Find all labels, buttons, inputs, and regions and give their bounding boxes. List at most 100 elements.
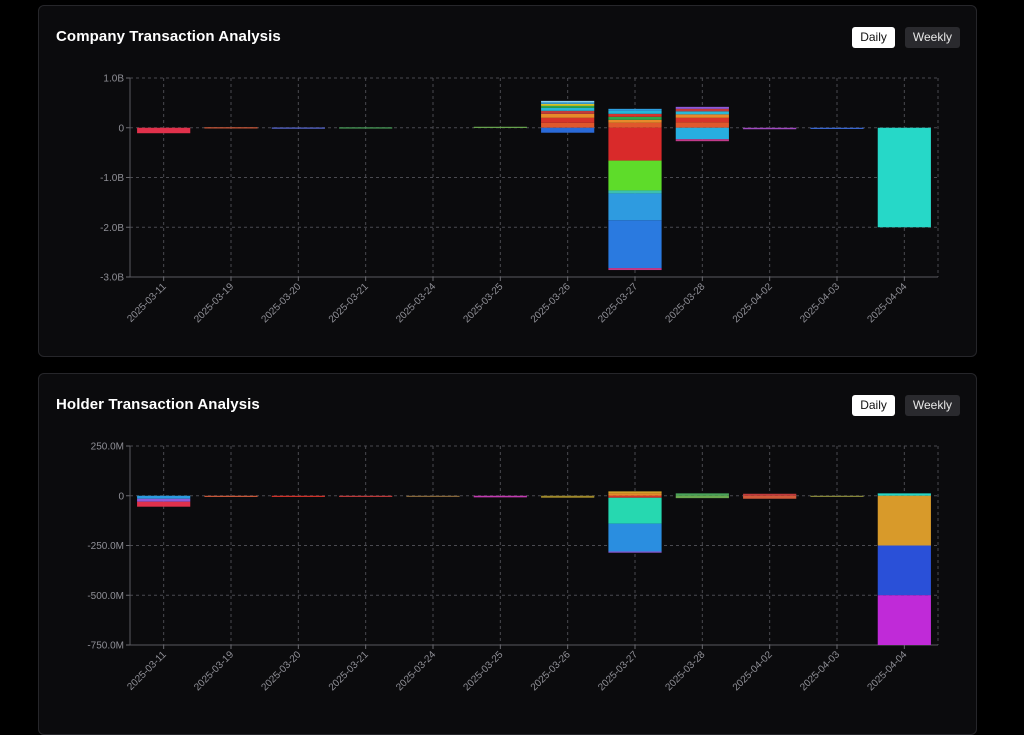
company-bar-2025-03-28-seg-2[interactable] (675, 114, 729, 118)
holder-bar-2025-03-27-seg-1[interactable] (608, 491, 662, 494)
holder-bar-2025-03-11-seg-0[interactable] (137, 495, 191, 499)
company-daily-button[interactable]: Daily (852, 27, 895, 48)
holder-bar-2025-04-02-seg-1[interactable] (743, 495, 797, 499)
company-bar-2025-04-04-seg-0[interactable] (877, 127, 931, 228)
company-bar-2025-03-21-seg-0[interactable] (339, 127, 393, 129)
company-bar-2025-03-27-seg-2[interactable] (608, 116, 662, 120)
holder-ytick-label: -250.0M (87, 541, 124, 552)
holder-bar-2025-03-21-seg-0[interactable] (339, 495, 393, 497)
holder-bar-2025-03-11-seg-1[interactable] (137, 498, 191, 502)
holder-ytick-label: -750.0M (87, 641, 124, 652)
company-xtick-label: 2025-04-04 (866, 281, 910, 325)
company-xtick-label: 2025-04-02 (731, 281, 775, 325)
company-bar-2025-03-27-seg-9[interactable] (608, 193, 662, 221)
holder-bar-2025-03-25-seg-0[interactable] (473, 495, 527, 498)
company-bars (137, 100, 931, 271)
holder-bar-2025-03-20-seg-0[interactable] (271, 495, 325, 497)
company-bar-2025-03-28-seg-7[interactable] (675, 139, 729, 142)
company-ytick-label: -1.0B (100, 173, 124, 184)
company-xtick-label: 2025-03-27 (596, 281, 640, 325)
company-bar-2025-03-26-seg-2[interactable] (541, 113, 595, 118)
holder-bar-2025-04-04-seg-2[interactable] (877, 545, 931, 596)
holder-bar-2025-03-26-seg-0[interactable] (541, 495, 595, 498)
company-bar-2025-04-03-seg-0[interactable] (810, 127, 864, 129)
holder-weekly-button[interactable]: Weekly (904, 395, 960, 416)
company-grid (126, 77, 939, 281)
company-xtick-label: 2025-04-03 (798, 281, 842, 325)
holder-chart-title: Holder Transaction Analysis (56, 396, 260, 413)
company-bar-2025-03-28-seg-1[interactable] (675, 117, 729, 123)
holder-xtick-label: 2025-03-11 (125, 649, 169, 693)
holder-ytick-label: -500.0M (87, 591, 124, 602)
company-bar-2025-03-27-seg-6[interactable] (608, 127, 662, 161)
company-bar-2025-03-19-seg-0[interactable] (204, 127, 258, 129)
company-bar-2025-03-28-seg-3[interactable] (675, 111, 729, 115)
company-bar-2025-03-27-seg-4[interactable] (608, 110, 662, 114)
holder-period-toggle: Daily Weekly (852, 395, 960, 416)
company-bar-2025-03-26-seg-0[interactable] (541, 122, 595, 128)
holder-bar-2025-04-04-seg-1[interactable] (877, 495, 931, 546)
holder-xtick-label: 2025-03-19 (192, 649, 236, 693)
company-ytick-label: -3.0B (100, 273, 124, 284)
holder-bar-2025-04-04-seg-3[interactable] (877, 595, 931, 645)
holder-ytick-label: 250.0M (91, 442, 124, 453)
company-bar-2025-04-02-seg-0[interactable] (743, 127, 797, 130)
holder-bar-2025-04-03-seg-0[interactable] (810, 495, 864, 497)
company-bar-2025-03-26-seg-7[interactable] (541, 102, 595, 104)
company-bar-2025-03-28-seg-4[interactable] (675, 108, 729, 112)
company-xtick-label: 2025-03-19 (192, 281, 236, 325)
company-bar-2025-03-27-seg-7[interactable] (608, 160, 662, 191)
holder-xtick-label: 2025-04-03 (798, 649, 842, 693)
company-bar-2025-03-27-seg-5[interactable] (608, 108, 662, 111)
company-bar-2025-03-26-seg-3[interactable] (541, 110, 595, 114)
company-bar-2025-03-25-seg-0[interactable] (473, 126, 527, 128)
company-bar-2025-03-28-seg-0[interactable] (675, 122, 729, 128)
company-xtick-label: 2025-03-26 (529, 281, 573, 325)
holder-bar-2025-03-27-seg-0[interactable] (608, 493, 662, 496)
holder-bar-2025-03-24-seg-0[interactable] (406, 495, 460, 497)
holder-xtick-label: 2025-03-27 (596, 649, 640, 693)
company-period-toggle: Daily Weekly (852, 27, 960, 48)
holder-bar-2025-03-28-seg-0[interactable] (675, 493, 729, 496)
holder-bar-2025-04-02-seg-0[interactable] (743, 493, 797, 496)
holder-bar-2025-03-11-seg-2[interactable] (137, 501, 191, 507)
holder-bar-2025-03-27-seg-4[interactable] (608, 523, 662, 552)
company-weekly-button[interactable]: Weekly (904, 27, 960, 48)
company-bar-2025-03-11-seg-0[interactable] (137, 127, 191, 134)
company-xtick-label: 2025-03-20 (260, 281, 304, 325)
company-bar-2025-03-28-seg-5[interactable] (675, 106, 729, 109)
company-bar-2025-03-20-seg-0[interactable] (271, 127, 325, 129)
holder-xtick-label: 2025-04-02 (731, 649, 775, 693)
holder-bar-2025-03-27-seg-2[interactable] (608, 495, 662, 498)
holder-bar-2025-03-28-seg-1[interactable] (675, 495, 729, 499)
company-bar-2025-03-27-seg-10[interactable] (608, 220, 662, 269)
company-ytick-label: 0 (118, 123, 124, 134)
company-bar-2025-03-27-seg-11[interactable] (608, 268, 662, 271)
company-bar-2025-03-26-seg-4[interactable] (541, 107, 595, 111)
holder-xtick-label: 2025-03-26 (529, 649, 573, 693)
company-bar-2025-03-27-seg-8[interactable] (608, 190, 662, 194)
company-chart-title: Company Transaction Analysis (56, 28, 281, 45)
holder-grid (126, 445, 939, 649)
company-bar-2025-03-26-seg-8[interactable] (541, 100, 595, 103)
company-bar-2025-03-26-seg-9[interactable] (541, 127, 595, 133)
company-transaction-card: Company Transaction Analysis Daily Weekl… (38, 5, 977, 357)
holder-transaction-card: Holder Transaction Analysis Daily Weekly… (38, 373, 977, 735)
company-bar-2025-03-28-seg-6[interactable] (675, 127, 729, 140)
holder-xtick-label: 2025-03-28 (664, 649, 708, 693)
company-bar-2025-03-26-seg-6[interactable] (541, 103, 595, 106)
holder-xtick-label: 2025-03-21 (327, 649, 371, 693)
holder-daily-button[interactable]: Daily (852, 395, 895, 416)
holder-bar-2025-03-27-seg-3[interactable] (608, 497, 662, 524)
company-bar-2025-03-27-seg-1[interactable] (608, 119, 662, 123)
company-bar-2025-03-27-seg-0[interactable] (608, 122, 662, 128)
company-bar-2025-03-26-seg-5[interactable] (541, 105, 595, 108)
holder-bar-2025-03-19-seg-0[interactable] (204, 495, 258, 497)
company-bar-2025-03-27-seg-3[interactable] (608, 113, 662, 117)
holder-xtick-label: 2025-03-25 (462, 649, 506, 693)
holder-bar-2025-03-27-seg-5[interactable] (608, 551, 662, 553)
holder-bar-2025-04-04-seg-0[interactable] (877, 493, 931, 496)
company-bar-2025-03-26-seg-1[interactable] (541, 117, 595, 123)
